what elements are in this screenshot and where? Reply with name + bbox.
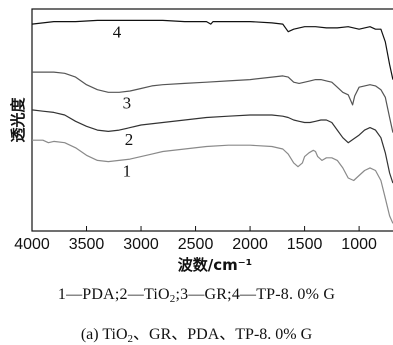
x-tick-label: 2000 — [232, 236, 268, 253]
legend-sep: ; — [114, 286, 120, 303]
caption-prefix: (a) TiO — [80, 326, 128, 343]
x-tick-label: 2500 — [178, 236, 214, 253]
series-line-2 — [31, 109, 393, 184]
x-axis-title: 波数/cm⁻¹ — [178, 256, 253, 274]
legend: 1—PDA;2—TiO2;3—GR;4—TP-8. 0% G — [0, 286, 393, 305]
series-line-3 — [32, 71, 393, 133]
legend-item-2: 2—TiO — [119, 286, 170, 303]
caption-sub: 2 — [127, 333, 134, 345]
series-line-1 — [32, 139, 393, 224]
legend-item-4: 4—TP-8. 0% G — [231, 286, 336, 303]
legend-sep: ; — [175, 286, 181, 303]
ftir-chart: 4000 3500 3000 2500 2000 1500 1000 4 3 2 1 波数/cm⁻… — [9, 8, 393, 274]
legend-sep: ; — [227, 286, 232, 303]
series-layer — [31, 19, 393, 224]
x-axis: 4000 3500 3000 2500 2000 1500 1000 — [14, 226, 377, 253]
figure-caption: (a) TiO2、GR、PDA、TP-8. 0% G — [0, 320, 393, 345]
x-tick-label: 4000 — [14, 236, 50, 253]
curve-label-4: 4 — [113, 22, 122, 41]
legend-item-3: 3—GR — [180, 286, 228, 303]
x-tick-label: 1500 — [287, 236, 323, 253]
x-tick-label: 3000 — [123, 236, 159, 253]
y-axis-title: 透光度 — [9, 97, 27, 143]
curve-label-2: 2 — [125, 130, 134, 149]
x-tick-label: 3500 — [69, 236, 105, 253]
series-line-4 — [31, 19, 393, 80]
curve-labels: 4 3 2 1 — [113, 22, 133, 180]
curve-label-3: 3 — [123, 93, 132, 112]
caption-rest: 、GR、PDA、TP-8. 0% G — [133, 326, 313, 343]
x-tick-label: 1000 — [341, 236, 377, 253]
legend-item-1: 1—PDA — [57, 286, 115, 303]
plot-frame — [31, 8, 393, 232]
curve-label-1: 1 — [123, 161, 132, 180]
legend-sub: 2 — [169, 293, 176, 305]
